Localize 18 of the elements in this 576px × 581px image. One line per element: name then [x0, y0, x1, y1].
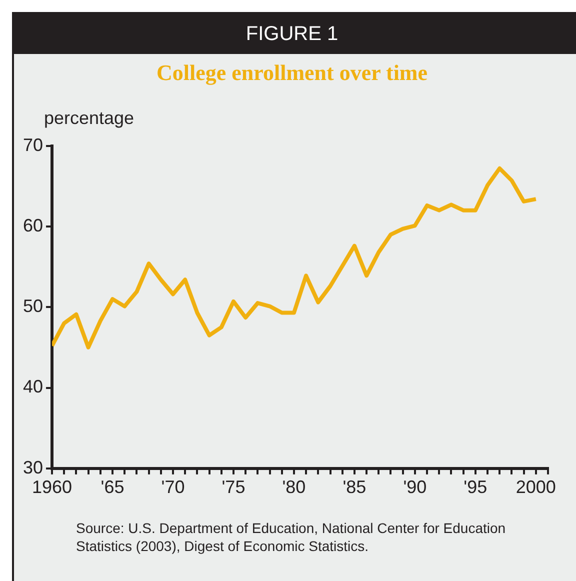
x-tick-label: '65	[100, 477, 124, 498]
caption: FIGURE 1	[14, 14, 576, 54]
y-tick-label: 40	[22, 376, 44, 397]
y-tick-label: 30	[22, 457, 44, 478]
x-tick-label: '75	[222, 477, 246, 498]
y-axis-title: percentage	[44, 108, 134, 129]
x-tick-label: '95	[464, 477, 488, 498]
x-tick-label: 1960	[32, 477, 72, 498]
x-tick-label: '70	[161, 477, 185, 498]
y-tick-label: 70	[22, 134, 44, 155]
x-tick-label: '85	[342, 477, 366, 498]
x-tick-label: '90	[403, 477, 427, 498]
chart-title: College enrollment over time	[155, 60, 429, 86]
source-note: Source: U.S. Department of Education, National Center for Education Statistics (2003), Digest of Economic Statistics.	[76, 519, 507, 555]
y-tick-label: 50	[22, 296, 44, 316]
x-tick-label: 2000	[516, 477, 556, 498]
x-tick-label: '80	[282, 477, 306, 498]
y-tick-label: 60	[22, 215, 44, 236]
